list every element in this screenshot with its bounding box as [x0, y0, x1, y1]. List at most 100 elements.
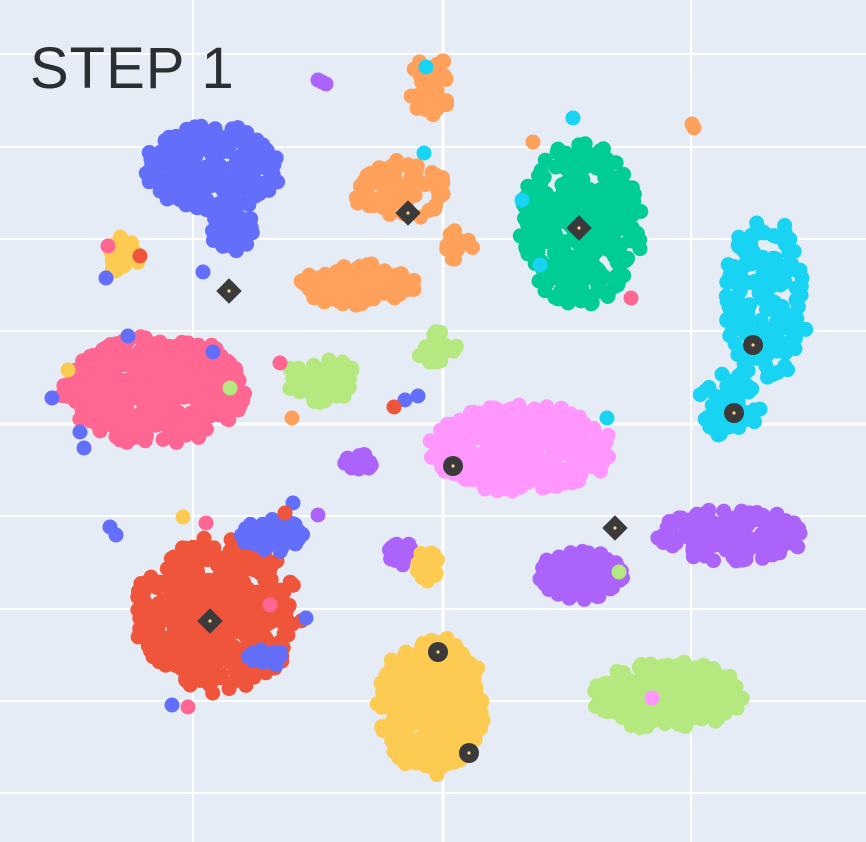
scatter-point	[766, 326, 782, 342]
centroid-center-dot	[577, 226, 581, 230]
scatter-point	[188, 367, 204, 382]
scatter-point	[334, 383, 350, 399]
scatter-point	[466, 671, 482, 687]
scatter-point	[222, 380, 238, 396]
scatter-point	[490, 451, 506, 467]
scatter-point	[96, 355, 112, 371]
scatter-point	[237, 618, 253, 633]
scatter-point	[545, 455, 561, 471]
scatter-point	[684, 116, 700, 132]
scatter-point	[575, 290, 591, 306]
scatter-point	[644, 690, 660, 706]
scatter-point	[200, 572, 216, 588]
scatter-point	[130, 629, 146, 645]
scatter-point	[111, 394, 127, 410]
scatter-point	[547, 581, 563, 597]
scatter-point	[164, 167, 180, 183]
scatter-point	[409, 158, 425, 174]
scatter-point	[198, 515, 214, 531]
scatter-point	[72, 424, 88, 440]
scatter-point	[159, 155, 175, 170]
scatter-point	[454, 659, 470, 675]
scatter-point	[249, 175, 265, 190]
scatter-point	[433, 95, 448, 111]
scatter-point	[382, 206, 398, 222]
scatter-point	[237, 385, 252, 401]
scatter-point	[573, 142, 589, 158]
scatter-point	[741, 505, 757, 521]
scatter-point	[407, 711, 423, 727]
scatter-point	[397, 392, 413, 408]
scatter-point	[124, 391, 140, 406]
scatter-point	[685, 673, 701, 689]
scatter-point	[725, 542, 741, 558]
scatter-point	[208, 380, 224, 396]
scatter-point	[317, 266, 333, 282]
scatter-point	[170, 359, 186, 375]
scatter-point	[183, 405, 198, 421]
scatter-point	[195, 264, 211, 280]
scatter-point	[189, 169, 205, 185]
scatter-point	[738, 551, 754, 567]
scatter-point	[529, 236, 545, 252]
scatter-point	[244, 225, 260, 241]
scatter-point	[688, 529, 704, 545]
scatter-point	[386, 399, 402, 415]
scatter-point	[686, 548, 702, 564]
scatter-point	[530, 447, 546, 463]
scatter-point	[792, 262, 808, 278]
scatter-point	[232, 180, 248, 196]
scatter-point	[232, 217, 247, 233]
scatter-point	[724, 323, 740, 339]
scatter-point	[625, 685, 641, 701]
scatter-point	[464, 472, 480, 488]
scatter-point	[404, 679, 420, 695]
scatter-point	[115, 343, 131, 359]
scatter-point	[196, 550, 212, 566]
scatter-point	[543, 210, 559, 226]
scatter-point	[440, 754, 455, 770]
scatter-point	[439, 339, 455, 354]
scatter-point	[89, 388, 105, 404]
scatter-point	[774, 299, 790, 315]
scatter-point	[295, 527, 311, 542]
scatter-point	[439, 241, 455, 257]
scatter-point	[449, 641, 465, 657]
scatter-point	[310, 507, 326, 523]
scatter-point	[298, 610, 314, 626]
scatter-point	[428, 754, 444, 770]
scatter-point	[476, 407, 492, 423]
scatter-point	[212, 590, 228, 606]
centroid-markers	[197, 200, 763, 763]
scatter-point	[448, 231, 464, 247]
scatter-point	[185, 540, 201, 556]
scatter-point	[257, 156, 273, 172]
scatter-point	[340, 450, 355, 466]
scatter-point	[433, 428, 449, 444]
scatter-point	[90, 418, 106, 434]
scatter-point	[256, 519, 272, 535]
scatter-point	[414, 637, 430, 653]
scatter-point	[417, 669, 433, 685]
scatter-point	[132, 248, 148, 264]
scatter-point	[473, 706, 489, 722]
scatter-point	[418, 59, 434, 75]
scatter-point	[749, 537, 765, 553]
scatter-point	[565, 110, 581, 126]
scatter-point	[386, 700, 402, 716]
centroid-center-dot	[208, 619, 212, 623]
scatter-point	[669, 658, 685, 674]
scatter-point	[594, 687, 610, 703]
scatter-point	[215, 405, 231, 421]
scatter-point	[227, 663, 243, 679]
scatter-point	[260, 556, 276, 571]
scatter-point	[180, 699, 196, 715]
scatter-point	[514, 192, 530, 208]
scatter-point	[281, 532, 296, 548]
scatter-point	[611, 564, 627, 580]
scatter-point	[611, 267, 627, 283]
scatter-point	[429, 83, 445, 99]
scatter-point	[550, 291, 566, 307]
scatter-point	[775, 336, 791, 352]
scatter-point	[465, 240, 480, 255]
